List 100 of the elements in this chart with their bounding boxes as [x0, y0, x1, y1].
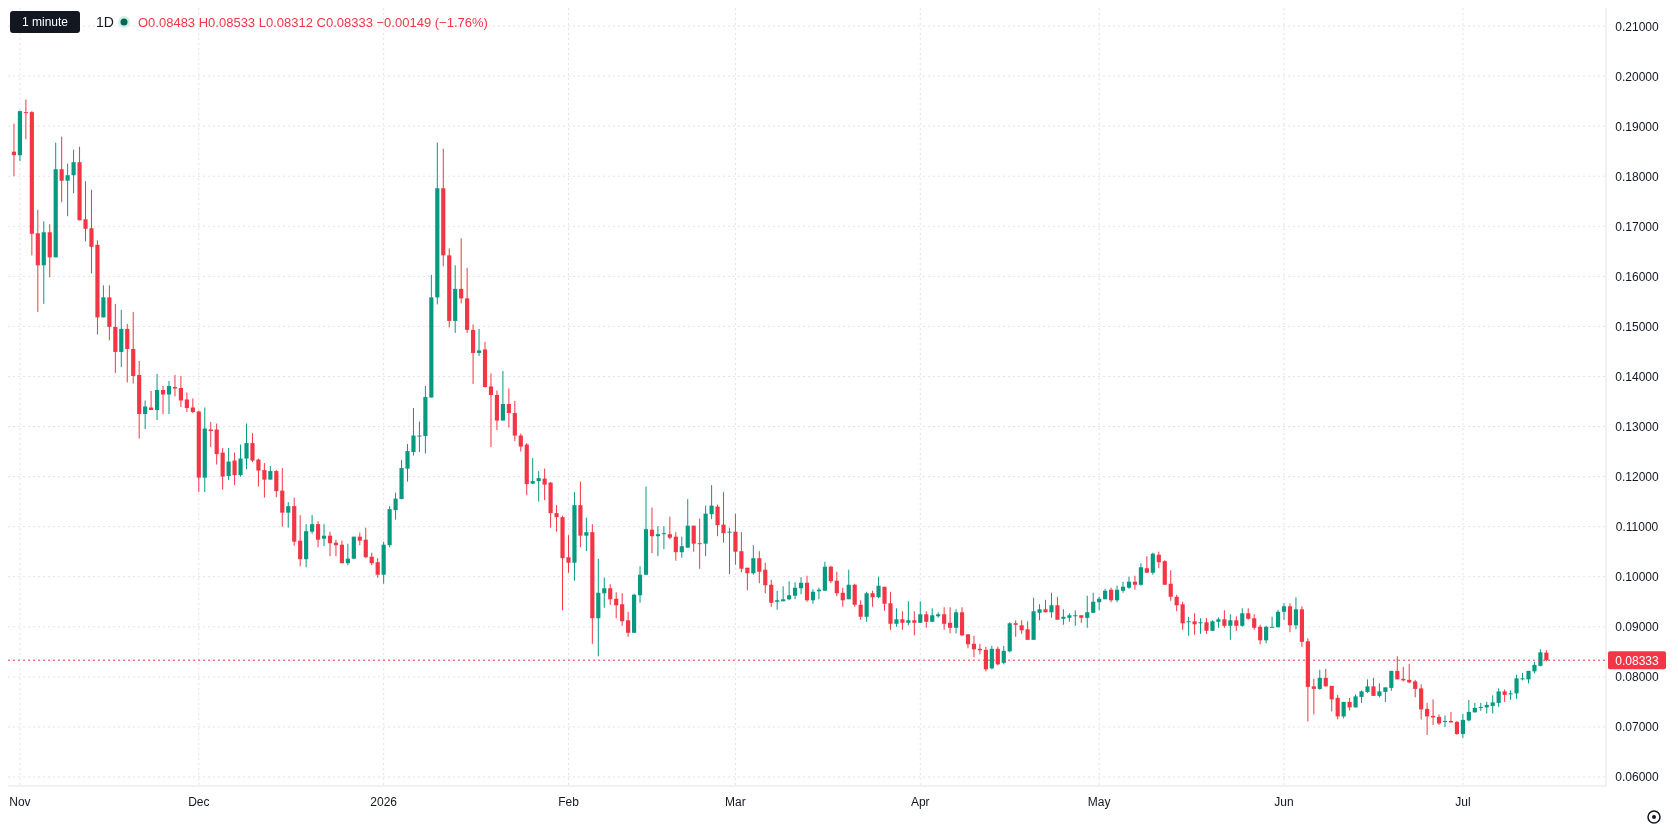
- candlestick: [530, 457, 535, 485]
- candlestick: [1180, 601, 1185, 631]
- y-tick-label: 0.10000: [1615, 570, 1660, 585]
- candlestick: [1186, 616, 1191, 637]
- candlestick: [542, 468, 547, 501]
- candlestick: [1025, 620, 1030, 641]
- candlestick: [1001, 645, 1006, 665]
- candlestick: [286, 501, 291, 529]
- candlestick: [1091, 592, 1096, 614]
- candlestick: [488, 372, 494, 448]
- candlestick: [1287, 602, 1293, 633]
- candlestick: [637, 565, 643, 604]
- candlestick: [232, 452, 237, 486]
- candlestick: [1419, 683, 1424, 720]
- candlestick: [226, 447, 231, 481]
- candlestick: [178, 375, 183, 408]
- candlestick: [1073, 609, 1078, 627]
- candlestick: [1335, 694, 1340, 720]
- y-tick-label: 0.06000: [1615, 770, 1660, 785]
- y-tick-label: 0.19000: [1615, 119, 1660, 134]
- candlestick: [989, 645, 994, 670]
- x-tick-label: Dec: [188, 795, 210, 809]
- candlestick: [327, 531, 333, 557]
- candlestick: [1228, 613, 1233, 641]
- candlestick: [894, 607, 899, 628]
- candlestick: [953, 608, 959, 634]
- y-tick-label: 0.16000: [1615, 269, 1660, 284]
- candlestick: [715, 504, 720, 537]
- candlestick: [1293, 596, 1299, 630]
- candlestick: [1132, 575, 1138, 591]
- candlestick: [906, 600, 911, 626]
- candlestick: [500, 370, 505, 422]
- candlestick: [101, 284, 106, 318]
- y-tick-label: 0.18000: [1615, 169, 1660, 184]
- candlestick: [608, 583, 613, 606]
- candlestick: [154, 373, 160, 421]
- y-tick-label: 0.15000: [1615, 319, 1660, 334]
- candlestick: [918, 600, 923, 624]
- candlestick: [1150, 552, 1155, 576]
- candlestick: [1049, 592, 1054, 619]
- candlestick: [310, 514, 315, 535]
- candlestick: [280, 467, 285, 528]
- candlestick: [125, 323, 130, 383]
- candlestick: [1508, 689, 1513, 701]
- candlestick: [554, 504, 559, 533]
- candlestick: [846, 569, 851, 600]
- candlestick: [900, 610, 905, 631]
- candlestick: [673, 531, 678, 562]
- candlestick: [1270, 616, 1275, 628]
- candlestick: [1460, 713, 1465, 739]
- ref-line-label: 0.08333: [1615, 653, 1660, 668]
- candlestick: [71, 149, 76, 194]
- candlestick: [912, 610, 917, 636]
- candlestick: [363, 527, 368, 559]
- candlestick: [763, 562, 768, 594]
- candlestick: [864, 591, 869, 623]
- candlestick: [512, 400, 517, 442]
- candlestick: [620, 592, 625, 627]
- y-tick-label: 0.13000: [1615, 420, 1660, 435]
- candlestick: [721, 491, 726, 544]
- candlestick: [1168, 569, 1173, 602]
- candlestick: [679, 536, 684, 559]
- candlestick: [274, 469, 279, 498]
- candlestick: [1120, 581, 1126, 594]
- candlestick: [661, 525, 666, 550]
- candlestick: [602, 577, 607, 609]
- candlestick: [321, 523, 327, 547]
- candlestick: [1329, 685, 1334, 712]
- candlestick: [1198, 617, 1203, 635]
- candlestick: [781, 585, 786, 602]
- candlestick: [667, 516, 672, 540]
- candlestick: [804, 575, 810, 603]
- x-tick-label: May: [1087, 795, 1111, 809]
- candlestick: [959, 606, 965, 637]
- candlestick: [1162, 559, 1167, 586]
- candlestick: [852, 583, 857, 608]
- candlestick: [751, 544, 756, 576]
- candlestick: [1144, 555, 1149, 574]
- candlestick: [697, 518, 702, 570]
- candlestick: [119, 309, 124, 368]
- candlestick: [1311, 678, 1316, 715]
- text: 1D: [96, 14, 114, 30]
- y-tick-label: 0.11000: [1615, 520, 1659, 535]
- candlestick: [1138, 562, 1143, 587]
- candlestick: [1240, 607, 1245, 628]
- candlestick: [143, 400, 148, 430]
- candlestick: [840, 587, 845, 608]
- x-tick-label: Feb: [558, 795, 580, 809]
- candlestick: [792, 581, 798, 600]
- y-tick-label: 0.17000: [1615, 219, 1660, 234]
- y-tick-label: 0.12000: [1615, 470, 1660, 485]
- x-tick-label: Jun: [1274, 795, 1294, 809]
- candlestick: [626, 611, 631, 638]
- y-tick-label: 0.09000: [1615, 620, 1660, 635]
- candlestick: [775, 590, 780, 611]
- y-tick-label: 0.07000: [1615, 720, 1660, 735]
- candlestick: [23, 99, 28, 140]
- candlestick: [59, 136, 64, 203]
- candlestick: [1425, 702, 1430, 736]
- candlestick: [787, 580, 792, 601]
